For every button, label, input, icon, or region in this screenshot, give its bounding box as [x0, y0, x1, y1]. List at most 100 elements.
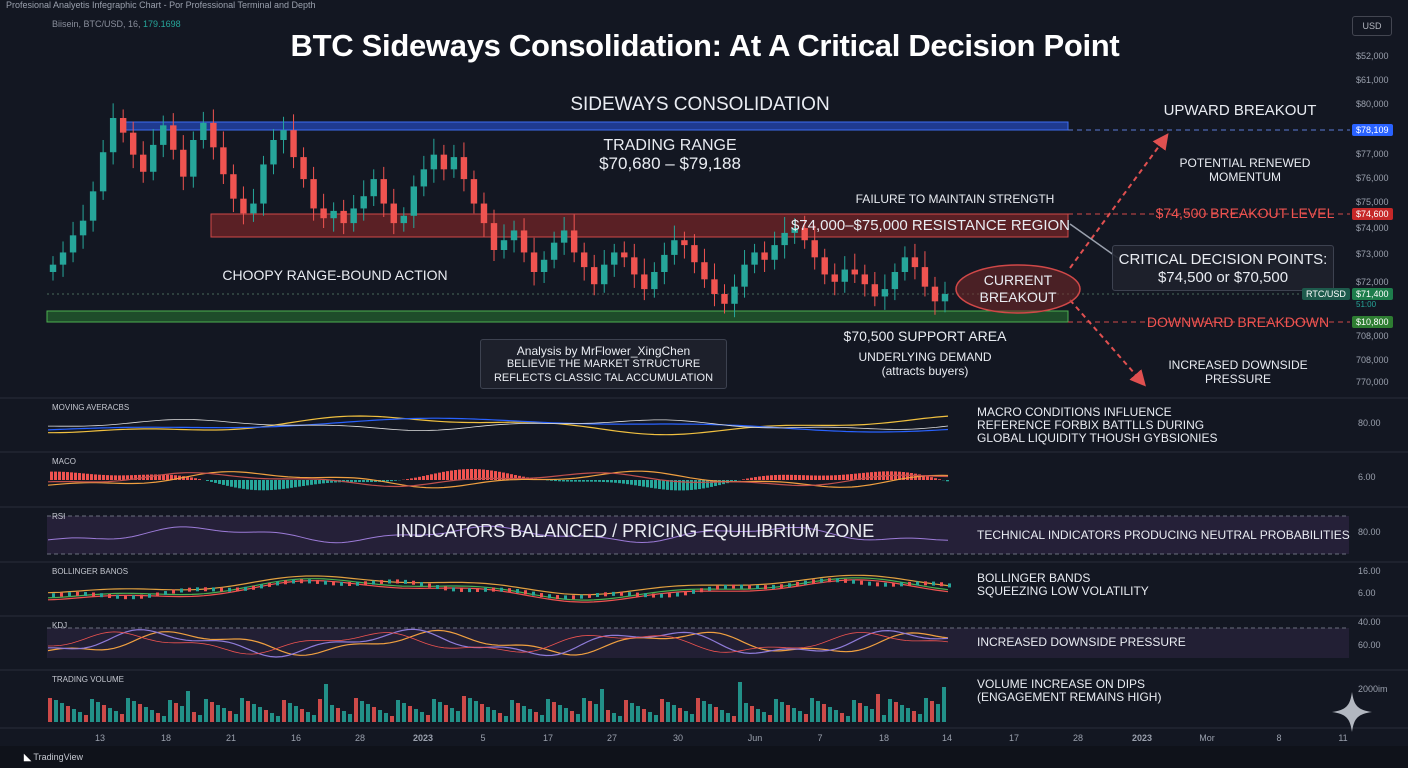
volume-bar	[336, 708, 340, 722]
current-breakout-line1: CURRENT	[983, 272, 1053, 288]
resistance-region	[210, 213, 1069, 238]
macd-bar	[574, 480, 577, 482]
bollinger-candle	[772, 584, 775, 589]
tradingview-brand: ◣ TradingView	[24, 752, 83, 763]
macd-bar	[138, 474, 141, 480]
bollinger-candle	[116, 594, 119, 599]
volume-bar	[354, 698, 358, 722]
bollinger-candle	[916, 581, 919, 586]
candle	[360, 180, 367, 221]
volume-bar	[312, 715, 316, 722]
macd-bar	[238, 480, 241, 489]
macd-bar	[770, 475, 773, 480]
volume-bar	[396, 700, 400, 722]
candle	[701, 248, 708, 288]
bollinger-candle	[196, 587, 199, 592]
macd-bar	[674, 480, 677, 491]
bollinger-candle	[804, 580, 807, 585]
macd-bar	[258, 480, 261, 491]
bollinger-candle	[188, 587, 191, 592]
macd-bar	[450, 470, 453, 480]
macd-bar	[158, 474, 161, 480]
indicator-line	[47, 470, 949, 489]
macd-bar	[698, 480, 701, 490]
macd-bar	[294, 480, 297, 488]
candle	[711, 263, 718, 307]
bollinger-candle	[620, 591, 623, 596]
axis-lbl price-axis-label: $61,000	[1356, 75, 1389, 85]
bollinger-candle	[76, 591, 79, 596]
macd-bar	[690, 480, 693, 490]
macd-bar	[870, 472, 873, 480]
macd-bar	[826, 475, 829, 480]
macd-bar	[790, 474, 793, 480]
macd-bar	[322, 480, 325, 484]
candle	[751, 243, 758, 274]
volume-bar	[522, 706, 526, 722]
symbol-value: 179.1698	[143, 19, 181, 29]
volume-bar	[180, 706, 184, 722]
macd-bar	[190, 477, 193, 480]
candle	[510, 220, 518, 253]
macd-bar	[642, 480, 645, 487]
bollinger-candle	[468, 588, 471, 593]
volume-bar	[942, 687, 946, 722]
rsi-zone	[47, 516, 1349, 554]
macd-bar	[898, 471, 901, 480]
bollinger-candle	[452, 587, 455, 592]
macd-bar	[706, 480, 709, 488]
panel-note-line: TECHNICAL INDICATORS PRODUCING NEUTRAL P…	[977, 528, 1350, 542]
volume-bar	[726, 713, 730, 722]
macd-bar	[226, 480, 229, 486]
macd-bar	[906, 472, 909, 480]
panel-note-line: BOLLINGER BANDS	[977, 571, 1091, 585]
macd-bar	[350, 480, 353, 483]
macd-bar	[838, 474, 841, 480]
macd-bar	[54, 471, 57, 480]
axis-lbl price-axis-label: $76,000	[1356, 173, 1389, 183]
macd-bar	[290, 480, 293, 488]
candle	[580, 242, 588, 281]
macd-bar	[810, 475, 813, 480]
macd-bar	[678, 480, 681, 491]
macd-bar	[774, 475, 777, 480]
demand-label-2: (attracts buyers)	[881, 364, 969, 378]
macd-bar	[778, 474, 781, 480]
candle	[400, 207, 407, 232]
macd-bar	[786, 474, 789, 480]
volume-bar	[48, 698, 52, 722]
volume-bar	[894, 702, 898, 722]
macd-bar	[254, 480, 257, 491]
panel-name-label: MACO	[52, 457, 76, 466]
macd-bar	[514, 474, 517, 480]
axis-lbl price-axis-label: $72,000	[1356, 277, 1389, 287]
macd-bar	[442, 471, 445, 480]
candle	[771, 231, 778, 270]
axis-lbl price-axis-label: $75,000	[1356, 197, 1389, 207]
current-breakout-label: CURRENT BREAKOUT	[960, 272, 1076, 306]
bollinger-candle	[628, 592, 631, 597]
candle	[270, 128, 277, 175]
macd-bar	[298, 480, 301, 487]
volume-bar	[900, 705, 904, 722]
macd-bar	[570, 480, 573, 482]
bollinger-candle	[276, 581, 279, 586]
bollinger-candle	[268, 582, 271, 587]
time-axis-label: 5	[480, 733, 486, 743]
bollinger-candle	[796, 582, 799, 587]
candle	[611, 243, 618, 277]
bollinger-candle	[540, 593, 543, 598]
axis-lbl price-axis-label: $52,000	[1356, 51, 1389, 61]
macd-bar	[834, 475, 837, 480]
bollinger-candle	[532, 591, 535, 596]
bollinger-candle	[476, 588, 479, 593]
macd-bar	[478, 469, 481, 480]
macd-bar	[418, 476, 421, 480]
macd-bar	[370, 480, 373, 483]
currency-button[interactable]: USD	[1352, 16, 1392, 36]
bollinger-candle	[260, 584, 263, 589]
volume-bar	[240, 698, 244, 722]
volume-bar	[144, 707, 148, 722]
time-axis-label: 18	[878, 733, 889, 743]
volume-bar	[750, 706, 754, 722]
